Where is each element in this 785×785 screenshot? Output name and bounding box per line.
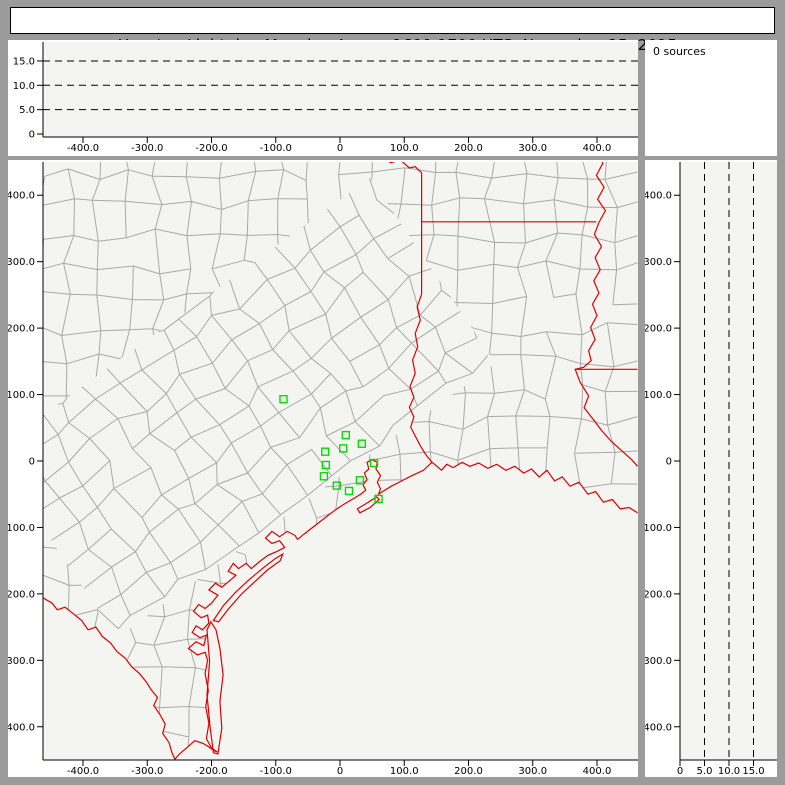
x-tick-label: -200.0 (195, 766, 227, 777)
border-red-river-3 (388, 162, 423, 174)
altitude-gridlines (43, 60, 638, 111)
y-tick-label: 300.0 (8, 257, 35, 268)
y-axis: -400.0 -300.0 -200.0 -100.0 0 100.0 200.0 300.0… (8, 162, 44, 760)
map-plot-area[interactable] (43, 162, 638, 760)
x-tick-label: 5.0 (697, 766, 713, 777)
x-tick-label: 200.0 (454, 143, 483, 154)
x-tick-label: 400.0 (583, 766, 612, 777)
y-tick-label: -200.0 (645, 589, 672, 600)
border-mississippi-river (574, 162, 638, 467)
x-tick-label: 300.0 (518, 143, 547, 154)
border-sabine-river (408, 293, 433, 463)
y-tick-label: -300.0 (8, 656, 35, 667)
y-tick-label: -400.0 (645, 722, 672, 733)
x-tick-label: -100.0 (260, 143, 292, 154)
lma-station-marker (355, 476, 365, 485)
y-tick-label: 0 (29, 457, 35, 468)
altitude-northsouth-plot[interactable]: 0 5.0 10.015.0 -400.0 -300.0 -200.0 -100.0 0 100… (645, 160, 777, 777)
panel-altitude-northsouth[interactable]: 0 5.0 10.015.0 -400.0 -300.0 -200.0 -100.0 0 100… (645, 160, 777, 777)
x-tick-label: -100.0 (260, 766, 292, 777)
lma-station-marker (339, 444, 348, 453)
y-tick-label: 0 (666, 457, 672, 468)
title-bar: Houston Lightning Mapping Array 1600-170… (10, 7, 775, 54)
sources-count-label: 0 sources (653, 45, 706, 58)
x-axis: 0 5.0 10.0 15.0 (677, 759, 777, 777)
y-tick-label: 10.0 (13, 81, 35, 92)
lma-station-marker (279, 395, 288, 404)
lma-station-marker (319, 472, 329, 481)
altitude-eastwest-plot[interactable]: -400.0 -300.0 -200.0 -100.0 0 100.0 200.0 300.0… (8, 40, 638, 156)
x-axis: -400.0 -300.0 -200.0 -100.0 0 100.0 200.0 300.0… (43, 759, 638, 777)
state-borders (43, 162, 638, 760)
x-tick-label: -300.0 (131, 143, 163, 154)
y-tick-label: 400.0 (8, 191, 35, 202)
x-tick-label: -400.0 (67, 766, 99, 777)
x-tick-label: 0 (337, 766, 343, 777)
y-tick-label: 100.0 (8, 390, 35, 401)
y-tick-label: -300.0 (645, 656, 672, 667)
y-tick-label: 400.0 (645, 191, 672, 202)
x-tick-label: -400.0 (67, 143, 99, 154)
y-tick-label: -100.0 (645, 523, 672, 534)
y-tick-label: 200.0 (645, 324, 672, 335)
station-markers (279, 395, 383, 504)
y-tick-label: 300.0 (645, 257, 672, 268)
lma-station-marker (357, 439, 367, 448)
x-tick-label: 400.0 (583, 143, 612, 154)
y-tick-label: 0 (29, 130, 35, 141)
lma-station-marker (344, 486, 354, 496)
y-tick-label: -400.0 (8, 722, 35, 733)
barrier-island-outline (356, 496, 381, 514)
barrier-island-outline (206, 620, 224, 755)
y-tick-label: -200.0 (8, 589, 35, 600)
x-tick-label: -300.0 (131, 766, 163, 777)
lma-station-marker (369, 458, 379, 468)
x-tick-label: 10.0 (718, 766, 740, 777)
x-tick-label: -200.0 (195, 143, 227, 154)
x-tick-label: 100.0 (390, 143, 419, 154)
x-tick-label: 0 (677, 766, 683, 777)
x-tick-label: 300.0 (518, 766, 547, 777)
x-tick-label: 200.0 (454, 766, 483, 777)
sources-box: 0 sources (645, 40, 777, 156)
y-tick-label: -100.0 (8, 523, 35, 534)
lma-station-marker (374, 494, 383, 504)
panel-altitude-eastwest[interactable]: -400.0 -300.0 -200.0 -100.0 0 100.0 200.0 300.0… (8, 40, 638, 156)
y-axis: 0 5.0 10.0 15.0 (13, 42, 44, 141)
county-grid-tilted (43, 178, 489, 630)
lma-station-marker (332, 481, 341, 490)
altitude-gridlines (704, 162, 754, 760)
gulf-coastline (187, 459, 638, 753)
y-tick-label: 200.0 (8, 324, 35, 335)
y-tick-label: 100.0 (645, 390, 672, 401)
plot-area[interactable] (43, 42, 638, 137)
rio-grande-border (43, 597, 218, 760)
y-tick-label: 5.0 (19, 105, 35, 116)
x-tick-label: 0 (337, 143, 343, 154)
x-tick-label: 15.0 (742, 766, 764, 777)
lma-station-marker (321, 460, 331, 470)
y-axis: -400.0 -300.0 -200.0 -100.0 0 100.0 200.0 300.0… (645, 162, 681, 760)
panel-plan-view-map[interactable]: -400.0 -300.0 -200.0 -100.0 0 100.0 200.0 300.0… (8, 160, 638, 777)
plan-view-map[interactable]: -400.0 -300.0 -200.0 -100.0 0 100.0 200.0 300.0… (8, 160, 638, 777)
lma-station-marker (321, 447, 330, 456)
x-tick-label: 100.0 (390, 766, 419, 777)
lma-station-marker (341, 430, 350, 440)
y-tick-label: 15.0 (13, 56, 35, 67)
barrier-island-outline (212, 552, 285, 623)
x-axis: -400.0 -300.0 -200.0 -100.0 0 100.0 200.0 300.0… (43, 136, 638, 154)
